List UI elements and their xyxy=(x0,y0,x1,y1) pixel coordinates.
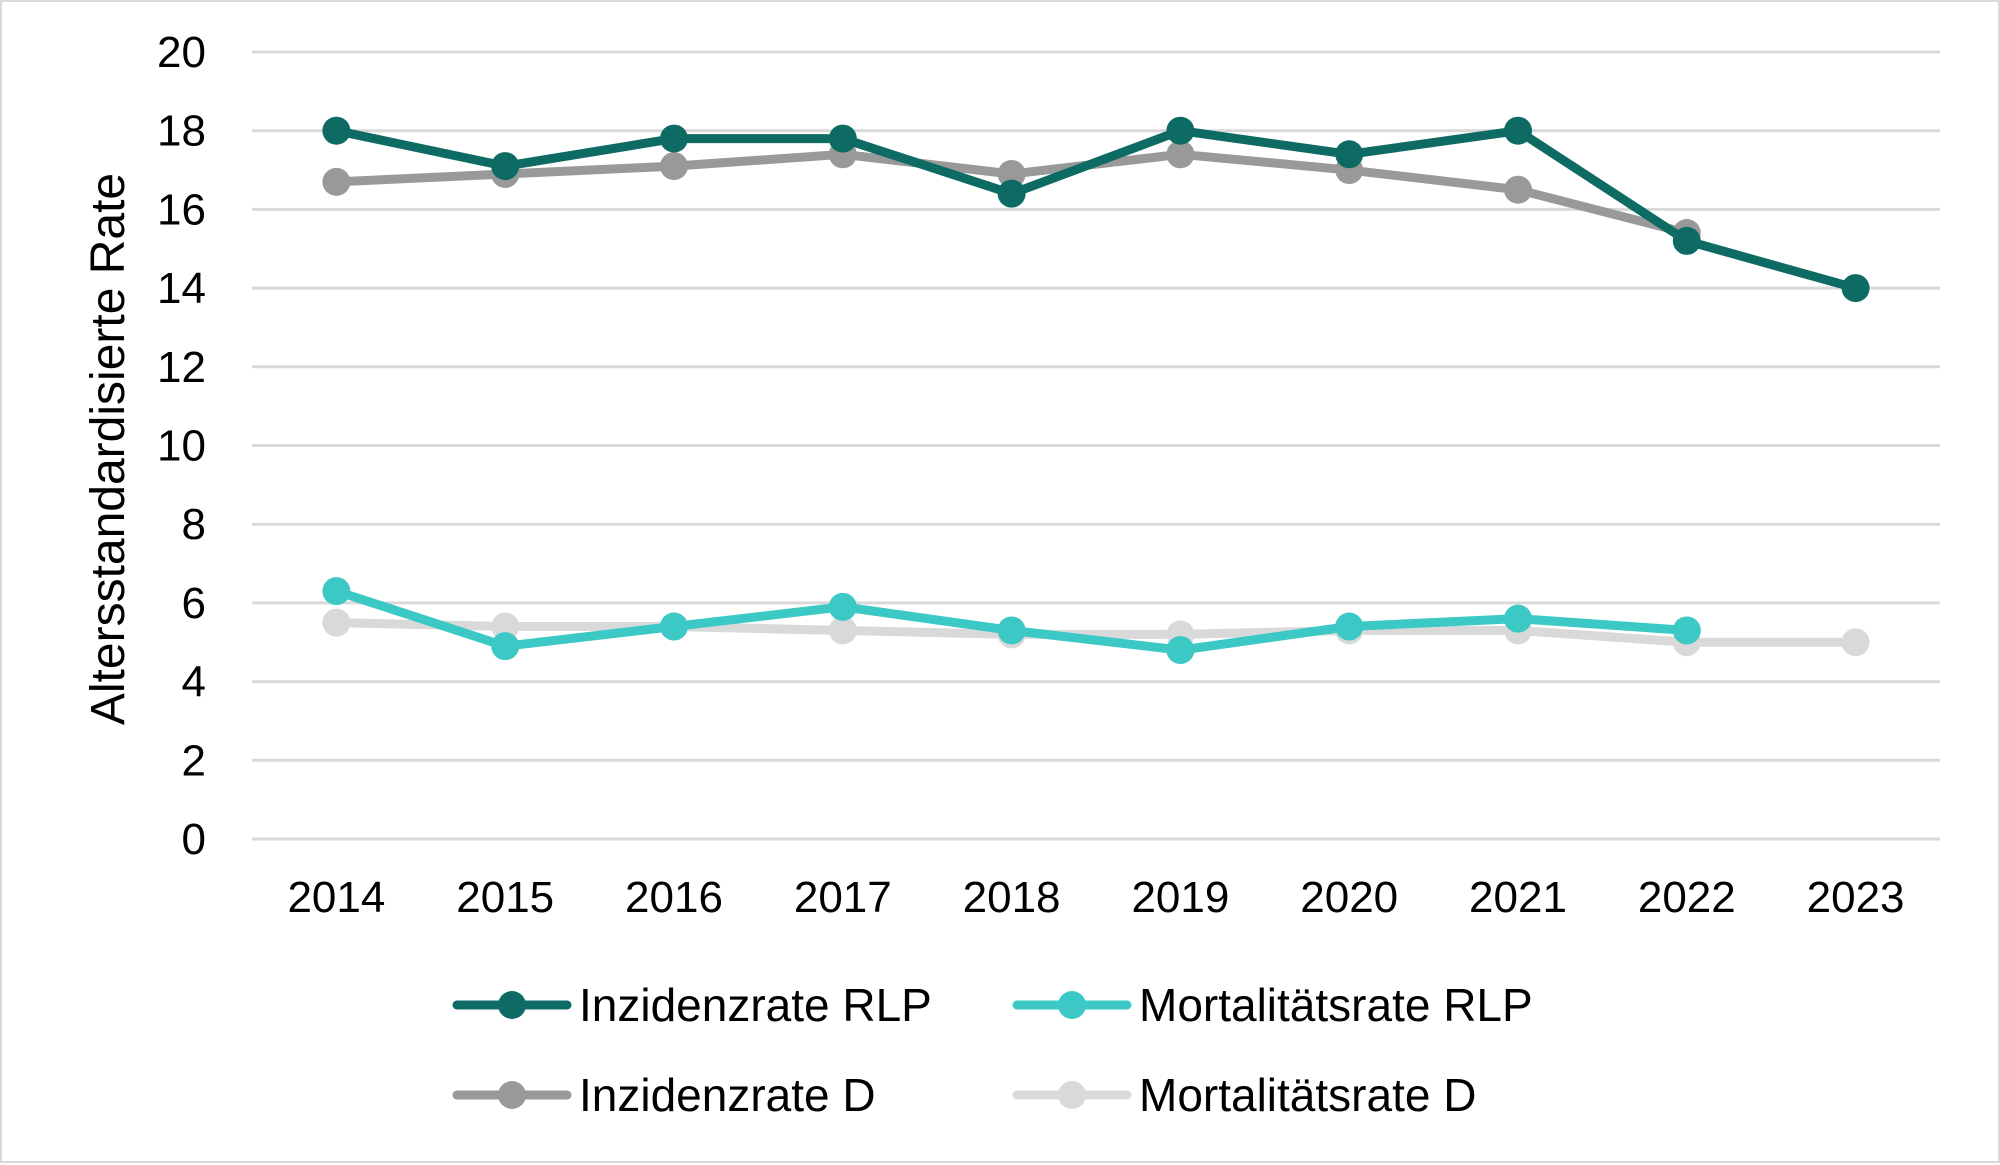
data-point xyxy=(1672,616,1701,645)
data-point xyxy=(1672,226,1701,255)
legend-item: Mortalitätsrate RLP xyxy=(1012,979,1533,1031)
legend: Inzidenzrate RLP Mortalitätsrate RLP Inzid… xyxy=(452,979,1533,1121)
data-point xyxy=(1166,636,1195,665)
data-point xyxy=(491,632,520,661)
x-axis-ticks: 2014 2015 2016 2017 2018 2019 2020 2021 2022 2023 xyxy=(287,873,1904,922)
data-point xyxy=(1504,116,1532,145)
x-tick-label: 2014 xyxy=(287,873,385,922)
x-tick-label: 2021 xyxy=(1469,873,1567,922)
data-point xyxy=(491,612,520,641)
data-point xyxy=(997,179,1026,208)
y-tick-label: 2 xyxy=(182,736,206,785)
y-tick-label: 20 xyxy=(157,28,206,77)
y-tick-label: 6 xyxy=(182,579,206,628)
data-point xyxy=(828,616,857,645)
x-tick-label: 2018 xyxy=(963,873,1061,922)
data-point xyxy=(491,152,520,181)
y-tick-label: 0 xyxy=(182,815,206,864)
x-tick-label: 2016 xyxy=(625,873,723,922)
gridlines xyxy=(252,50,1940,841)
data-point xyxy=(1335,612,1364,641)
data-point xyxy=(997,616,1026,645)
y-tick-label: 8 xyxy=(182,500,206,549)
data-point xyxy=(322,116,351,145)
data-point xyxy=(828,124,857,153)
data-point xyxy=(660,124,688,153)
legend-swatch-marker xyxy=(1058,1081,1086,1109)
series xyxy=(322,116,1870,665)
x-tick-label: 2023 xyxy=(1807,873,1905,922)
series-line xyxy=(331,126,1861,293)
data-point xyxy=(322,577,351,606)
legend-label: Mortalitätsrate RLP xyxy=(1139,979,1533,1031)
data-point xyxy=(1504,175,1532,204)
legend-label: Mortalitätsrate D xyxy=(1139,1069,1476,1121)
y-axis-title: Altersstandardisierte Rate xyxy=(82,173,135,725)
data-point xyxy=(997,159,1026,188)
legend-swatch-marker xyxy=(1058,991,1086,1019)
legend-swatch-marker xyxy=(498,991,526,1019)
y-tick-label: 14 xyxy=(157,264,206,313)
legend-item: Inzidenzrate D xyxy=(452,1069,876,1121)
y-tick-label: 4 xyxy=(182,658,206,707)
x-tick-label: 2020 xyxy=(1300,873,1398,922)
data-point xyxy=(828,592,857,621)
data-point xyxy=(660,612,688,641)
x-tick-label: 2019 xyxy=(1131,873,1229,922)
data-point xyxy=(1841,274,1870,303)
x-tick-label: 2017 xyxy=(794,873,892,922)
legend-item: Mortalitätsrate D xyxy=(1012,1069,1476,1121)
data-point xyxy=(660,152,688,181)
data-point xyxy=(1166,140,1195,169)
data-point xyxy=(1841,628,1870,657)
y-tick-label: 10 xyxy=(157,422,206,471)
data-point xyxy=(1504,604,1532,633)
x-tick-label: 2022 xyxy=(1638,873,1736,922)
series-1 xyxy=(322,577,1701,665)
y-axis-ticks: 0 2 4 6 8 10 12 14 16 18 20 xyxy=(157,28,206,864)
y-tick-label: 18 xyxy=(157,107,206,156)
series-0 xyxy=(322,116,1870,303)
legend-label: Inzidenzrate D xyxy=(579,1069,876,1121)
data-point xyxy=(322,608,351,637)
legend-item: Inzidenzrate RLP xyxy=(452,979,932,1031)
legend-swatch-marker xyxy=(498,1081,526,1109)
data-point xyxy=(322,167,351,196)
data-point xyxy=(1166,116,1195,145)
x-tick-label: 2015 xyxy=(456,873,554,922)
data-point xyxy=(1335,140,1364,169)
y-tick-label: 12 xyxy=(157,343,206,392)
series-line xyxy=(331,618,1861,647)
y-tick-label: 16 xyxy=(157,185,206,234)
legend-label: Inzidenzrate RLP xyxy=(579,979,932,1031)
series-3 xyxy=(322,608,1870,657)
